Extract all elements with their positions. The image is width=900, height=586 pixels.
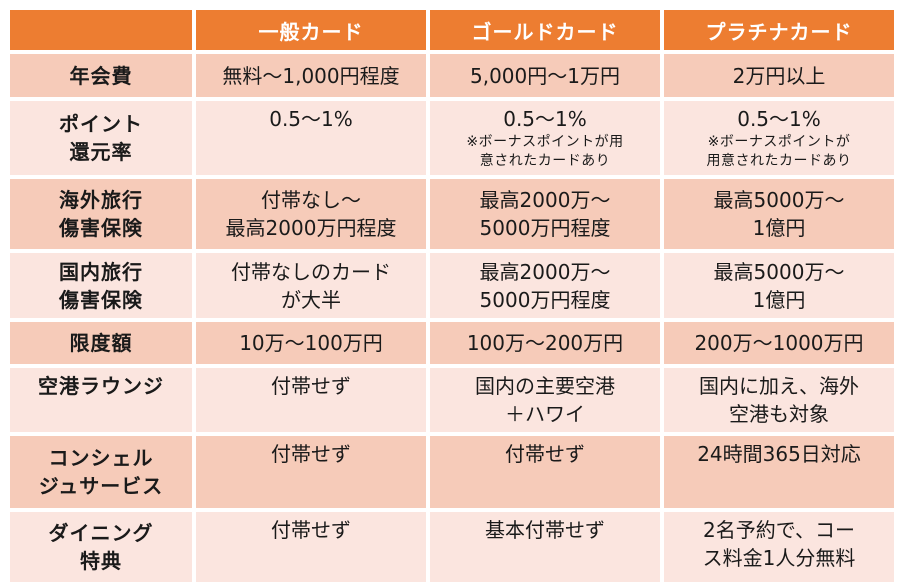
cell-gold: 最高2000万～ 5000万円程度 [430,179,660,249]
header-general-card: 一般カード [196,10,426,50]
row-concierge: コンシェル ジュサービス 付帯せず 付帯せず 24時間365日対応 [10,436,894,508]
cell-text: 国内の主要空港 [475,374,615,398]
cell-text: 付帯なしのカード [231,259,391,284]
cell-general: 付帯せず [196,436,426,508]
cell-text: 無料～1,000円程度 [222,63,400,88]
row-label-line: 国内旅行 [59,259,143,284]
cell-gold: 0.5～1% ※ボーナスポイントが用 意されたカードあり [430,101,660,175]
cell-text: ＋ハワイ [505,402,585,426]
cell-platinum: 最高5000万～ 1億円 [664,253,894,318]
cell-text: 最高2000万～ [479,188,611,212]
cell-gold: 基本付帯せず [430,512,660,582]
cell-platinum: 最高5000万～ 1億円 [664,179,894,249]
row-label-line: 空港ラウンジ [38,374,164,398]
row-label-line: 特典 [80,549,122,573]
cell-general: 付帯なし～ 最高2000万円程度 [196,179,426,249]
cell-general: 付帯せず [196,368,426,432]
cell-note: 用意されたカードあり [706,153,852,169]
row-credit-limit: 限度額 10万～100万円 100万～200万円 200万～1000万円 [10,322,894,364]
row-label-line: 年会費 [69,63,133,88]
cell-gold: 国内の主要空港 ＋ハワイ [430,368,660,432]
row-overseas-insurance: 海外旅行 傷害保険 付帯なし～ 最高2000万円程度 最高2000万～ 5000… [10,179,894,249]
cell-gold: 100万～200万円 [430,322,660,364]
row-label-line: ジュサービス [38,474,164,498]
cell-platinum: 200万～1000万円 [664,322,894,364]
cell-text: 付帯せず [271,518,351,542]
row-label-line: 限度額 [69,331,133,355]
cell-note: ※ボーナスポイントが [707,134,851,150]
cell-text: 2名予約で、コー [703,518,855,542]
cell-note: 意されたカードあり [479,153,611,169]
cell-text: 付帯せず [271,374,351,398]
cell-platinum: 24時間365日対応 [664,436,894,508]
cell-text: 付帯せず [271,442,351,466]
row-label-line: 海外旅行 [59,188,143,212]
cell-general: 10万～100万円 [196,322,426,364]
cell-text: 0.5～1% [503,107,587,131]
cell-text: 1億円 [752,287,806,312]
row-label-line: 傷害保険 [59,287,143,312]
cell-gold: 5,000円～1万円 [430,54,660,97]
cell-platinum: 国内に加え、海外 空港も対象 [664,368,894,432]
cell-text: 24時間365日対応 [697,442,861,466]
cell-platinum: 0.5～1% ※ボーナスポイントが 用意されたカードあり [664,101,894,175]
cell-text: 10万～100万円 [239,331,383,355]
cell-text: 0.5～1% [269,107,353,131]
cell-text: 基本付帯せず [485,518,605,542]
cell-text: 最高2000万～ [479,259,611,284]
cell-text: 2万円以上 [732,63,826,88]
cell-text: が大半 [281,287,341,312]
cell-general: 0.5～1% [196,101,426,175]
row-label: コンシェル ジュサービス [10,436,192,508]
row-label: 海外旅行 傷害保険 [10,179,192,249]
header-row: 一般カード ゴールドカード プラチナカード [10,10,894,50]
card-comparison-table: 一般カード ゴールドカード プラチナカード 年会費 無料～1,000円程度 5,… [6,6,898,586]
row-label-line: 還元率 [69,140,133,164]
cell-platinum: 2万円以上 [664,54,894,97]
row-label-line: コンシェル [48,446,154,470]
header-gold-card: ゴールドカード [430,10,660,50]
cell-text: 最高2000万円程度 [225,216,397,240]
row-label: ダイニング 特典 [10,512,192,582]
cell-text: 付帯せず [505,442,585,466]
cell-text: 5,000円～1万円 [470,63,620,88]
cell-text: 1億円 [752,216,806,240]
cell-text: 5000万円程度 [479,216,611,240]
row-label-line: 傷害保険 [59,216,143,240]
cell-note: ※ボーナスポイントが用 [466,134,624,150]
row-dining-benefit: ダイニング 特典 付帯せず 基本付帯せず 2名予約で、コー ス料金1人分無料 [10,512,894,582]
cell-general: 無料～1,000円程度 [196,54,426,97]
cell-general: 付帯せず [196,512,426,582]
row-airport-lounge: 空港ラウンジ 付帯せず 国内の主要空港 ＋ハワイ 国内に加え、海外 空港も対象 [10,368,894,432]
row-label: ポイント 還元率 [10,101,192,175]
cell-text: 国内に加え、海外 [699,374,859,398]
cell-platinum: 2名予約で、コー ス料金1人分無料 [664,512,894,582]
cell-text: 最高5000万～ [713,259,845,284]
row-point-rate: ポイント 還元率 0.5～1% 0.5～1% ※ボーナスポイントが用 意されたカ… [10,101,894,175]
cell-general: 付帯なしのカード が大半 [196,253,426,318]
cell-text: 付帯なし～ [261,188,361,212]
cell-text: 100万～200万円 [466,331,624,355]
cell-text: 0.5～1% [737,107,821,131]
cell-text: 空港も対象 [729,402,829,426]
cell-text: 最高5000万～ [713,188,845,212]
row-label: 年会費 [10,54,192,97]
row-annual-fee: 年会費 無料～1,000円程度 5,000円～1万円 2万円以上 [10,54,894,97]
row-label-line: ダイニング [48,521,154,545]
cell-text: 200万～1000万円 [694,331,864,355]
cell-gold: 最高2000万～ 5000万円程度 [430,253,660,318]
cell-gold: 付帯せず [430,436,660,508]
header-corner-cell [10,10,192,50]
row-label: 国内旅行 傷害保険 [10,253,192,318]
cell-text: ス料金1人分無料 [702,546,856,570]
header-platinum-card: プラチナカード [664,10,894,50]
row-label: 限度額 [10,322,192,364]
cell-text: 5000万円程度 [479,287,611,312]
row-label: 空港ラウンジ [10,368,192,432]
row-label-line: ポイント [59,112,143,136]
row-domestic-insurance: 国内旅行 傷害保険 付帯なしのカード が大半 最高2000万～ 5000万円程度… [10,253,894,318]
